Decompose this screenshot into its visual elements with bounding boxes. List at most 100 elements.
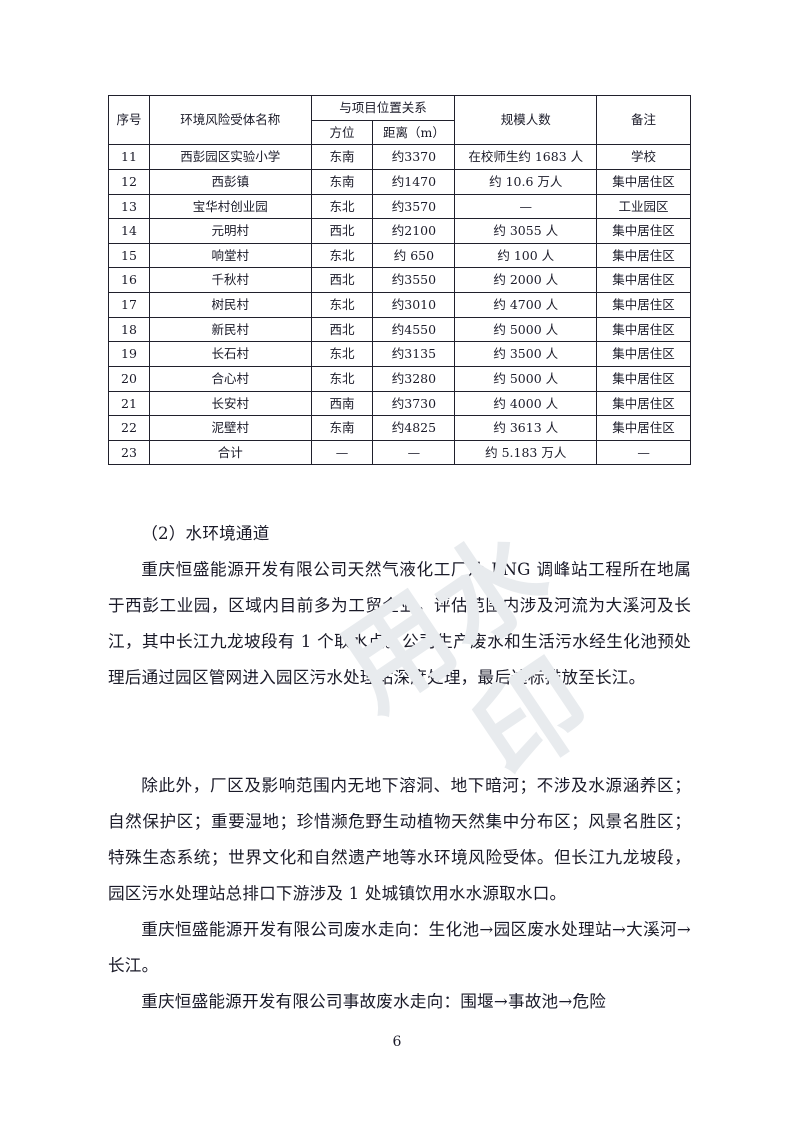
cell-scale: 约 5.183 万人 [454, 439, 598, 466]
cell-direction: 西南 [310, 390, 374, 417]
table-row: 15 响堂村 东北约 650 约 100 人集中居住区 [108, 242, 691, 269]
table-row: 12 西彭镇 东南 约1470 约 10.6 万人 集中居住区 [108, 168, 691, 195]
table-row: 11 西彭园区实验小学 东南 约3370 在校师生约 1683 人学校 [108, 144, 691, 170]
cell-scale: 约 2000 人 [454, 267, 598, 293]
cell-no: 13 [108, 193, 150, 220]
cell-direction: 东北 [310, 365, 374, 392]
page-number: 6 [392, 1034, 402, 1050]
cell-no: 23 [108, 439, 150, 466]
cell-direction: 东北 [310, 341, 374, 367]
column-header-relation-group: 与项目位置关系 [310, 95, 456, 121]
cell-no: 15 [108, 242, 150, 269]
cell-distance: 约3570 [372, 193, 456, 220]
section-heading-block: （2）水环境通道 [108, 516, 691, 552]
cell-direction: 西北 [310, 316, 374, 343]
table-row: 16 千秋村 西北 约3550 约 2000 人集中居住区 [108, 267, 691, 293]
cell-remark: — [596, 439, 691, 466]
cell-no: 16 [108, 267, 150, 293]
column-header-direction: 方位 [310, 119, 374, 146]
cell-scale: 约 100 人 [454, 242, 598, 269]
cell-scale: 约 3055 人 [454, 218, 598, 244]
cell-name: 西彭镇 [148, 168, 312, 195]
paragraph-block-1: 重庆恒盛能源开发有限公司天然气液化工厂及 LNG 调峰站工程所在地属于西彭工业园… [108, 552, 691, 696]
cell-direction: 东南 [310, 144, 374, 170]
cell-name: 长安村 [148, 390, 312, 417]
table-row: 13 宝华村创业园 东北 约3570— 工业园区 [108, 193, 691, 220]
paragraph-block-4: 重庆恒盛能源开发有限公司事故废水走向：围堰→事故池→危险 [108, 984, 691, 1020]
cell-scale: 约 4700 人 [454, 292, 598, 318]
cell-remark: 集中居住区 [596, 415, 691, 441]
cell-remark: 集中居住区 [596, 267, 691, 293]
cell-scale: 约 4000 人 [454, 390, 598, 417]
table-row: 14 元明村 西北 约2100 约 3055 人集中居住区 [108, 218, 691, 244]
table-header: 序号 环境风险受体名称 与项目位置关系 规模人数 备注 方位 距离（m） [108, 94, 691, 146]
cell-name: 树民村 [148, 292, 312, 318]
cell-scale: 约 10.6 万人 [454, 168, 598, 195]
cell-direction: 西北 [310, 218, 374, 244]
cell-direction: 东南 [310, 168, 374, 195]
column-header-scale: 规模人数 [454, 94, 598, 146]
cell-scale: 约 5000 人 [454, 365, 598, 392]
cell-name: 新民村 [148, 316, 312, 343]
cell-no: 18 [108, 316, 150, 343]
column-header-name: 环境风险受体名称 [148, 94, 312, 146]
table-row: 20 合心村 东北 约3280 约 5000 人集中居住区 [108, 365, 691, 392]
cell-distance: 约4550 [372, 316, 456, 343]
cell-no: 14 [108, 218, 150, 244]
cell-distance: 约3010 [372, 292, 456, 318]
cell-distance: 约2100 [372, 218, 456, 244]
column-header-no: 序号 [108, 94, 150, 146]
cell-name: 西彭园区实验小学 [148, 144, 312, 170]
cell-direction: 东南 [310, 415, 374, 441]
cell-no: 11 [108, 144, 150, 170]
cell-direction: 东北 [310, 193, 374, 220]
cell-name: 泥壁村 [148, 415, 312, 441]
cell-distance: 约3135 [372, 341, 456, 367]
cell-remark: 集中居住区 [596, 292, 691, 318]
table-row: 23 合计 — — 约 5.183 万人 — [108, 439, 691, 466]
table-header-row-1: 序号 环境风险受体名称 与项目位置关系 规模人数 备注 [108, 94, 691, 146]
cell-remark: 集中居住区 [596, 168, 691, 195]
cell-direction: 西北 [310, 267, 374, 293]
cell-distance: 约3730 [372, 390, 456, 417]
environmental-risk-receptor-table: 序号 环境风险受体名称 与项目位置关系 规模人数 备注 方位 距离（m） 11 西… [108, 94, 691, 466]
cell-remark: 集中居住区 [596, 218, 691, 244]
cell-scale: 约 3613 人 [454, 415, 598, 441]
cell-remark: 集中居住区 [596, 341, 691, 367]
table-row: 18 新民村 西北 约4550 约 5000 人集中居住区 [108, 316, 691, 343]
cell-remark: 学校 [596, 144, 691, 170]
cell-distance: 约3370 [372, 144, 456, 170]
paragraph-block-2: 除此外，厂区及影响范围内无地下溶洞、地下暗河；不涉及水源涵养区；自然保护区；重要… [108, 768, 691, 912]
table-row: 19 长石村 东北 约3135 约 3500 人集中居住区 [108, 341, 691, 367]
paragraph-wastewater-route: 重庆恒盛能源开发有限公司废水走向：生化池→园区废水处理站→大溪河→长江。 [108, 920, 691, 975]
table-row: 21 长安村 西南 约3730 约 4000 人集中居住区 [108, 390, 691, 417]
cell-no: 19 [108, 341, 150, 367]
cell-distance: — [372, 439, 456, 466]
cell-no: 20 [108, 365, 150, 392]
cell-remark: 集中居住区 [596, 316, 691, 343]
table-body: 11 西彭园区实验小学 东南 约3370 在校师生约 1683 人学校 12 西彭镇 东南 约1… [108, 144, 691, 466]
table-row: 17 树民村 东北 约3010 约 4700 人集中居住区 [108, 292, 691, 318]
cell-distance: 约1470 [372, 168, 456, 195]
cell-remark: 工业园区 [596, 193, 691, 220]
cell-distance: 约3280 [372, 365, 456, 392]
cell-no: 17 [108, 292, 150, 318]
cell-direction: 东北 [310, 292, 374, 318]
table-header-row-2: 方位 距离（m） [109, 119, 691, 146]
cell-direction: 东北 [310, 242, 374, 269]
section-heading: （2）水环境通道 [141, 524, 270, 543]
table-row: 22 泥壁村 东南 约4825 约 3613 人集中居住区 [108, 415, 691, 441]
cell-distance: 约3550 [372, 267, 456, 293]
cell-scale: — [454, 193, 598, 220]
cell-scale: 约 5000 人 [454, 316, 598, 343]
cell-direction: — [310, 439, 374, 466]
column-header-distance: 距离（m） [372, 119, 456, 146]
cell-scale: 在校师生约 1683 人 [454, 144, 598, 170]
cell-distance: 约 650 [372, 242, 456, 269]
column-header-remark: 备注 [596, 94, 691, 146]
cell-no: 12 [108, 168, 150, 195]
paragraph-block-3: 重庆恒盛能源开发有限公司废水走向：生化池→园区废水处理站→大溪河→长江。 [108, 912, 691, 984]
cell-name: 合心村 [148, 365, 312, 392]
cell-name: 响堂村 [148, 242, 312, 269]
